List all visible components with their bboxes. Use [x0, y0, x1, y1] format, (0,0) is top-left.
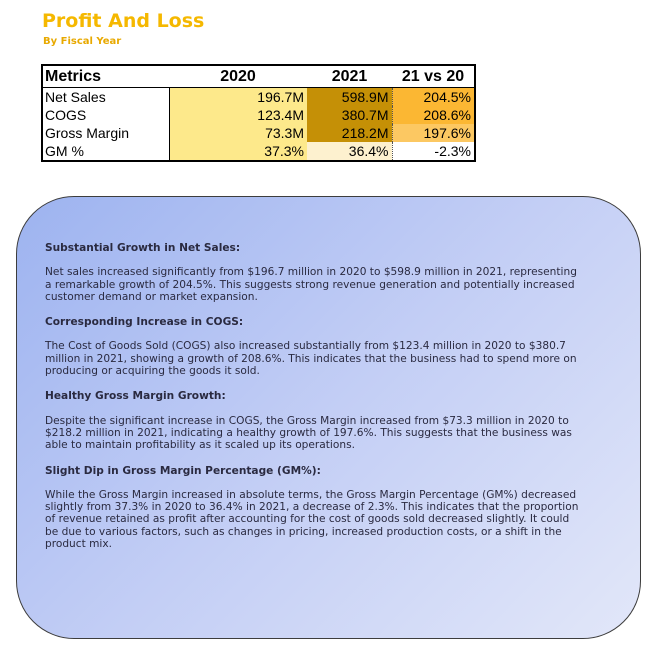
- table-row: GM % 37.3% 36.4% -2.3%: [42, 142, 475, 161]
- table-row: Net Sales 196.7M 598.9M 204.5%: [42, 87, 475, 106]
- insights-text: Substantial Growth in Net Sales: Net sal…: [45, 242, 585, 563]
- table-row: COGS 123.4M 380.7M 208.6%: [42, 106, 475, 124]
- column-header-metrics: Metrics: [42, 65, 169, 88]
- profit-loss-table: Metrics 2020 2021 21 vs 20 Net Sales 196…: [41, 64, 476, 162]
- value-change: 208.6%: [392, 106, 475, 124]
- insight-heading: Slight Dip in Gross Margin Percentage (G…: [45, 464, 321, 477]
- metric-name: GM %: [42, 142, 170, 161]
- insight-heading: Healthy Gross Margin Growth:: [45, 390, 226, 403]
- insight-paragraph: Net sales increased significantly from $…: [45, 266, 577, 303]
- metric-name: Net Sales: [42, 87, 170, 106]
- value-2021: 36.4%: [307, 142, 393, 161]
- column-header-2021: 2021: [307, 65, 392, 88]
- value-change: -2.3%: [392, 142, 475, 161]
- report-subtitle: By Fiscal Year: [43, 36, 122, 47]
- value-2021: 218.2M: [307, 124, 393, 142]
- insights-panel: [16, 196, 641, 639]
- value-2020: 37.3%: [169, 142, 307, 161]
- metric-name: COGS: [42, 106, 170, 124]
- insight-heading: Corresponding Increase in COGS:: [45, 316, 244, 329]
- table-header-row: Metrics 2020 2021 21 vs 20: [42, 65, 475, 88]
- value-change: 197.6%: [392, 124, 475, 142]
- value-2020: 123.4M: [169, 106, 307, 124]
- metric-name: Gross Margin: [42, 124, 170, 142]
- insight-heading: Substantial Growth in Net Sales:: [45, 242, 241, 254]
- value-2021: 380.7M: [307, 106, 393, 124]
- report-title: Profit And Loss: [42, 10, 205, 32]
- value-2020: 196.7M: [169, 87, 307, 106]
- insight-paragraph: Despite the significant increase in COGS…: [45, 414, 572, 452]
- insight-paragraph: The Cost of Goods Sold (COGS) also incre…: [45, 340, 577, 378]
- value-change: 204.5%: [392, 87, 475, 106]
- column-header-2020: 2020: [169, 65, 307, 88]
- column-header-change: 21 vs 20: [392, 65, 475, 88]
- value-2020: 73.3M: [169, 124, 307, 142]
- table-row: Gross Margin 73.3M 218.2M 197.6%: [42, 124, 475, 142]
- insight-paragraph: While the Gross Margin increased in abso…: [45, 488, 579, 551]
- value-2021: 598.9M: [307, 87, 393, 106]
